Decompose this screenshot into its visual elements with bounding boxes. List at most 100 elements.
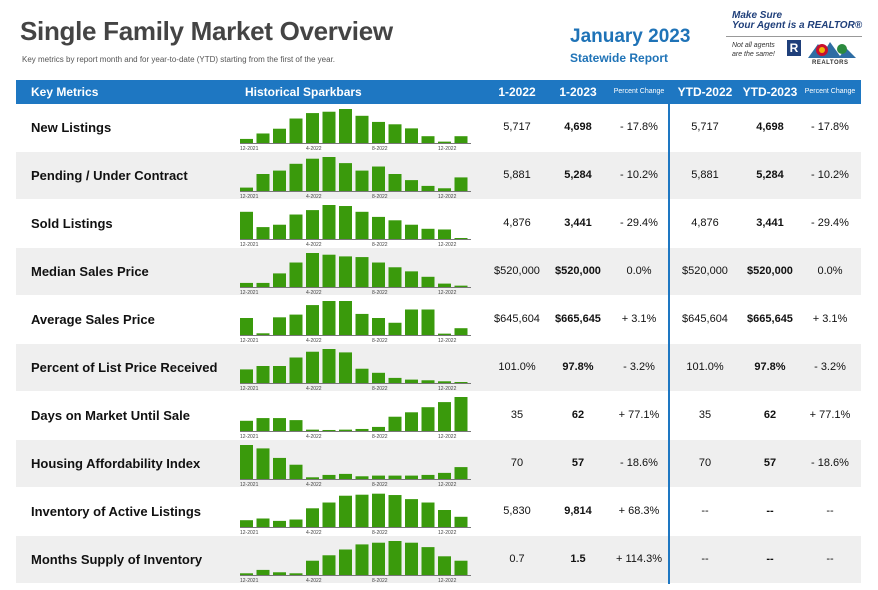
sparkbar-bar <box>388 220 402 239</box>
sparkbar-tick-label: 12-2022 <box>438 386 457 391</box>
sparkbar-bar <box>240 282 253 287</box>
sparkbar-bar <box>438 333 451 335</box>
sparkbar-bar <box>454 467 468 479</box>
month-pct-change: - 18.6% <box>620 457 658 469</box>
month-pct-change: 0.0% <box>626 265 652 277</box>
sparkbar-bar <box>355 544 369 575</box>
ytd-curr-value: 97.8% <box>754 361 786 373</box>
month-pct-change: - 17.8% <box>620 121 658 133</box>
sparkbar-bar <box>438 472 451 479</box>
sparkbar-bar <box>454 560 468 575</box>
table-row: Inventory of Active Listings 12-2021 4-202… <box>16 488 861 535</box>
month-pct-change: + 68.3% <box>618 505 660 517</box>
col-ytd-curr: YTD-2023 <box>742 85 798 99</box>
sparkbar-bar <box>372 121 385 143</box>
sparkbar-bar <box>405 542 418 575</box>
sparkbar-bar <box>372 318 385 335</box>
sparkbar-bar <box>388 495 402 527</box>
sparkbar-bar <box>289 420 303 431</box>
col-sparkbars: Historical Sparkbars <box>245 85 362 99</box>
ytd-curr-value: -- <box>766 553 774 565</box>
sparkbar-bar <box>339 163 352 191</box>
sparkbar-bar <box>355 115 369 143</box>
sparkbar-tick-label: 8-2022 <box>372 338 388 343</box>
sparkbar-bar <box>273 366 286 383</box>
col-key-metrics: Key Metrics <box>31 85 99 99</box>
sparkbar-bar <box>289 163 303 191</box>
sparkbar-tick-label: 4-2022 <box>306 578 322 583</box>
sparkbar-bar <box>421 547 435 575</box>
sparkbar-tick-label: 12-2021 <box>240 434 259 439</box>
sparkbar-bar <box>240 211 253 239</box>
ytd-prev-value: 5,717 <box>691 121 719 133</box>
sparkbar-bar <box>289 262 303 287</box>
metric-label: Months Supply of Inventory <box>31 552 203 567</box>
sparkbar-bar <box>322 502 336 527</box>
sparkbar-tick-label: 12-2021 <box>240 194 259 199</box>
sparkbar-tick-label: 8-2022 <box>372 434 388 439</box>
sparkbar-tick-label: 4-2022 <box>306 530 322 535</box>
sparkbar-tick-label: 12-2022 <box>438 242 457 247</box>
sparkbar-bar <box>289 519 303 527</box>
sparkbar-bar <box>454 382 468 383</box>
sparkbar-bar <box>405 180 418 191</box>
ytd-curr-value: 3,441 <box>756 217 784 229</box>
sparkbar-bar <box>388 416 402 431</box>
sparkbar-bar <box>438 188 451 191</box>
sparkbar-bar <box>322 349 336 383</box>
sparkbar-bar <box>388 124 402 143</box>
sparkbar-bar <box>421 380 435 383</box>
table-row: Pending / Under Contract 12-2021 4-2022 8-2… <box>16 152 861 199</box>
sparkbar-bar <box>388 174 402 191</box>
sparkbar-bar <box>405 309 418 335</box>
month-pct-change: - 3.2% <box>623 361 655 373</box>
sparkbar-bar <box>454 285 468 287</box>
ytd-prev-value: -- <box>701 505 709 517</box>
sparkbar-bar <box>322 555 336 575</box>
org-name: REALTORS <box>812 60 849 66</box>
sparkbar-bar <box>454 516 468 527</box>
page-title: Single Family Market Overview <box>20 16 393 46</box>
col-ytd-pct: Percent Change <box>804 88 856 95</box>
table-row: Percent of List Price Received 12-2021 4-2… <box>16 344 861 391</box>
metric-label: Median Sales Price <box>31 264 149 279</box>
ytd-pct-change: + 77.1% <box>809 409 851 421</box>
month-pct-change: - 10.2% <box>620 169 658 181</box>
sparkbar-bar <box>256 174 270 191</box>
sparkbar-bar <box>355 494 369 527</box>
ytd-pct-change: -- <box>826 553 834 565</box>
sparkbar-bar <box>388 377 402 383</box>
sparkbar-bar <box>339 301 352 335</box>
sparkbar-bar <box>421 474 435 479</box>
ytd-curr-value: 5,284 <box>756 169 784 181</box>
metric-label: Days on Market Until Sale <box>31 408 190 423</box>
sparkbar-bar <box>273 317 286 335</box>
sparkbar-bar <box>421 309 435 335</box>
sparkbar-tick-label: 8-2022 <box>372 578 388 583</box>
sparkbar-bar <box>306 508 319 527</box>
sparkbar-tick-label: 12-2022 <box>438 194 457 199</box>
sparkbar-bar <box>405 475 418 479</box>
month-prev-value: 4,876 <box>503 217 531 229</box>
sparkbar-bar <box>289 464 303 479</box>
sparkbar-bar <box>322 301 336 335</box>
sparkbar-chart: 12-2021 4-2022 8-2022 12-2022 <box>240 445 471 487</box>
ytd-prev-value: 101.0% <box>686 361 724 373</box>
sparkbar-bar <box>421 276 435 287</box>
month-curr-value: 57 <box>571 457 585 469</box>
ytd-pct-change: - 10.2% <box>811 169 849 181</box>
sparkbar-bar <box>438 141 451 143</box>
month-pct-change: - 29.4% <box>620 217 658 229</box>
month-prev-value: 70 <box>510 457 524 469</box>
sparkbar-chart: 12-2021 4-2022 8-2022 12-2022 <box>240 349 471 391</box>
sparkbar-bar <box>256 133 270 143</box>
sparkbar-bar <box>240 420 253 431</box>
sparkbar-bar <box>355 476 369 479</box>
sparkbar-bar <box>438 556 451 575</box>
sparkbar-bar <box>339 256 352 287</box>
ytd-pct-change: - 3.2% <box>814 361 846 373</box>
sparkbar-bar <box>388 475 402 479</box>
sparkbar-bar <box>240 520 253 527</box>
sparkbar-bar <box>322 474 336 479</box>
sparkbar-bar <box>256 418 270 431</box>
